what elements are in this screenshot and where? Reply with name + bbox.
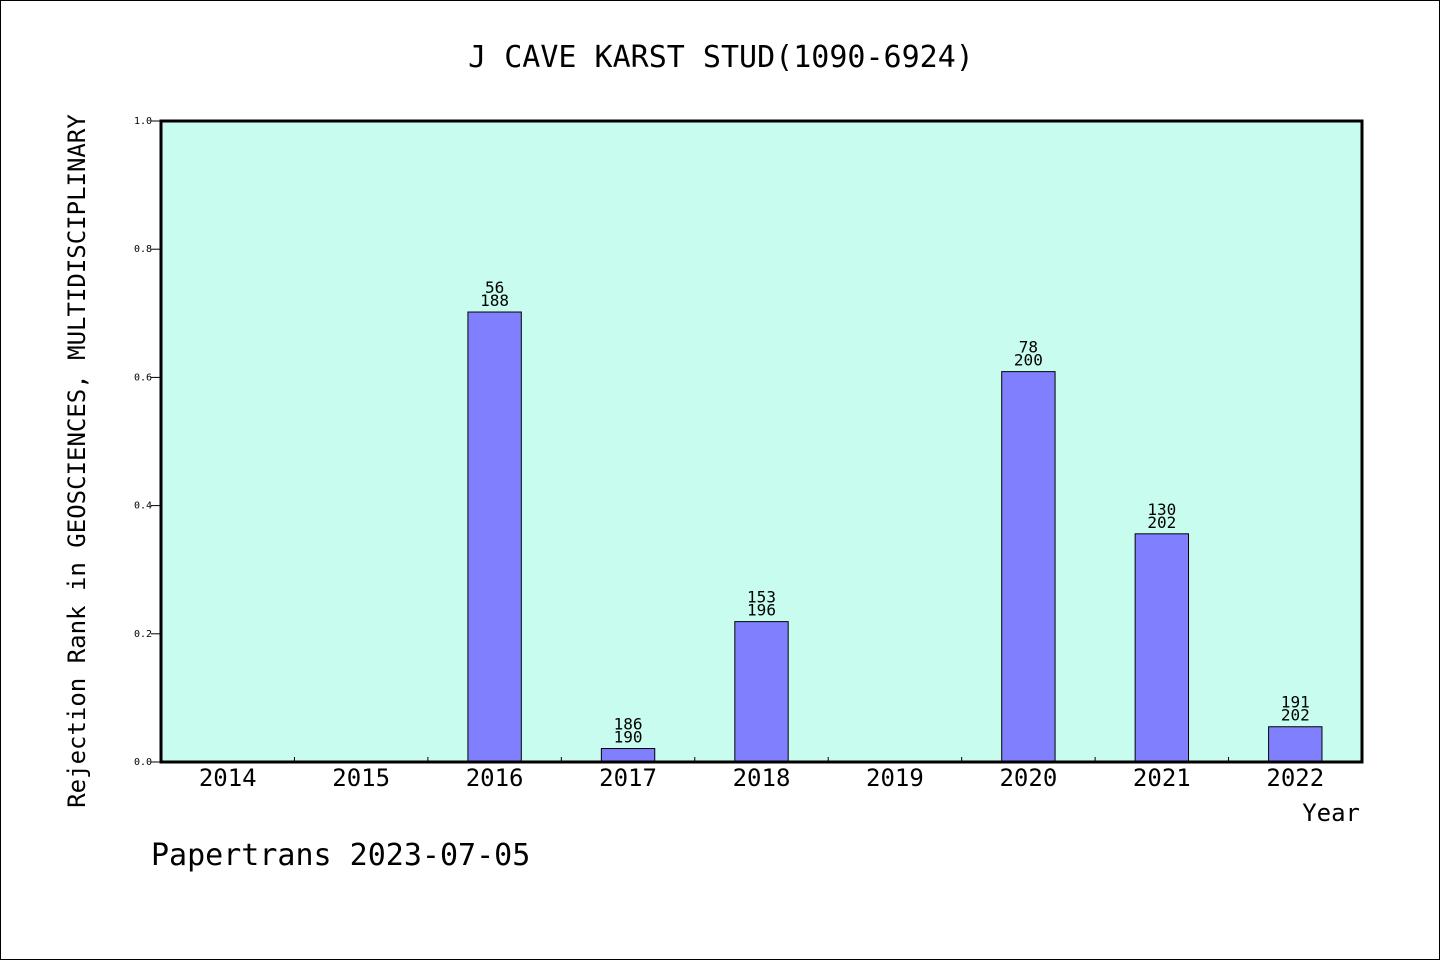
y-tick-label: 0.8 [134, 244, 152, 255]
x-tick-label-2019: 2019 [866, 764, 924, 792]
y-ticks-layer: 0.0 0.2 0.4 0.6 0.8 1.0 [134, 116, 161, 768]
data-label-top-2021: 130 [1147, 500, 1176, 519]
bar-2020 [1001, 371, 1056, 763]
data-label-bottom-2016: 188 [480, 291, 509, 310]
data-label-top-2016: 56 [485, 278, 504, 297]
plot-border [159, 119, 1364, 764]
x-tick-label-2014: 2014 [199, 764, 257, 792]
data-label-top-2022: 191 [1281, 693, 1310, 712]
bars-layer [467, 311, 1323, 763]
data-label-bottom-2022: 202 [1281, 706, 1310, 725]
x-tick-label-2015: 2015 [332, 764, 390, 792]
bar-2022 [1268, 726, 1323, 763]
x-tick-label-2016: 2016 [466, 764, 524, 792]
x-tick-label-2021: 2021 [1133, 764, 1191, 792]
data-label-top-2018: 153 [747, 588, 776, 607]
data-label-bottom-2018: 196 [747, 601, 776, 620]
y-tick-label: 0.4 [134, 501, 152, 512]
x-tick-label-2020: 2020 [999, 764, 1057, 792]
data-label-bottom-2021: 202 [1147, 513, 1176, 532]
x-axis-label: Year [1302, 799, 1360, 827]
y-tick-label: 0.6 [134, 372, 152, 383]
data-label-bottom-2017: 190 [614, 728, 643, 747]
y-tick-label: 0.2 [134, 629, 152, 640]
bar-2016 [467, 311, 522, 763]
y-axis-label: Rejection Rank in GEOSCIENCES, MULTIDISC… [63, 114, 91, 808]
bar-2017 [600, 748, 656, 763]
x-tick-label-2022: 2022 [1266, 764, 1324, 792]
y-tick-label: 0.0 [134, 757, 152, 768]
data-label-bottom-2020: 200 [1014, 351, 1043, 370]
chart-title: J CAVE KARST STUD(1090-6924) [468, 40, 974, 75]
bar-2021 [1134, 533, 1190, 763]
data-label-top-2017: 186 [614, 715, 643, 734]
x-tick-label-2018: 2018 [733, 764, 791, 792]
data-label-top-2020: 78 [1019, 338, 1038, 357]
y-tick-label: 1.0 [134, 116, 152, 127]
footer-credit: Papertrans 2023-07-05 [151, 838, 530, 873]
x-ticks-layer: 2014 2015 2016 2017 2018 2019 2020 2021 2022 [199, 757, 1324, 792]
bar-2018 [734, 621, 789, 763]
x-tick-label-2017: 2017 [599, 764, 657, 792]
